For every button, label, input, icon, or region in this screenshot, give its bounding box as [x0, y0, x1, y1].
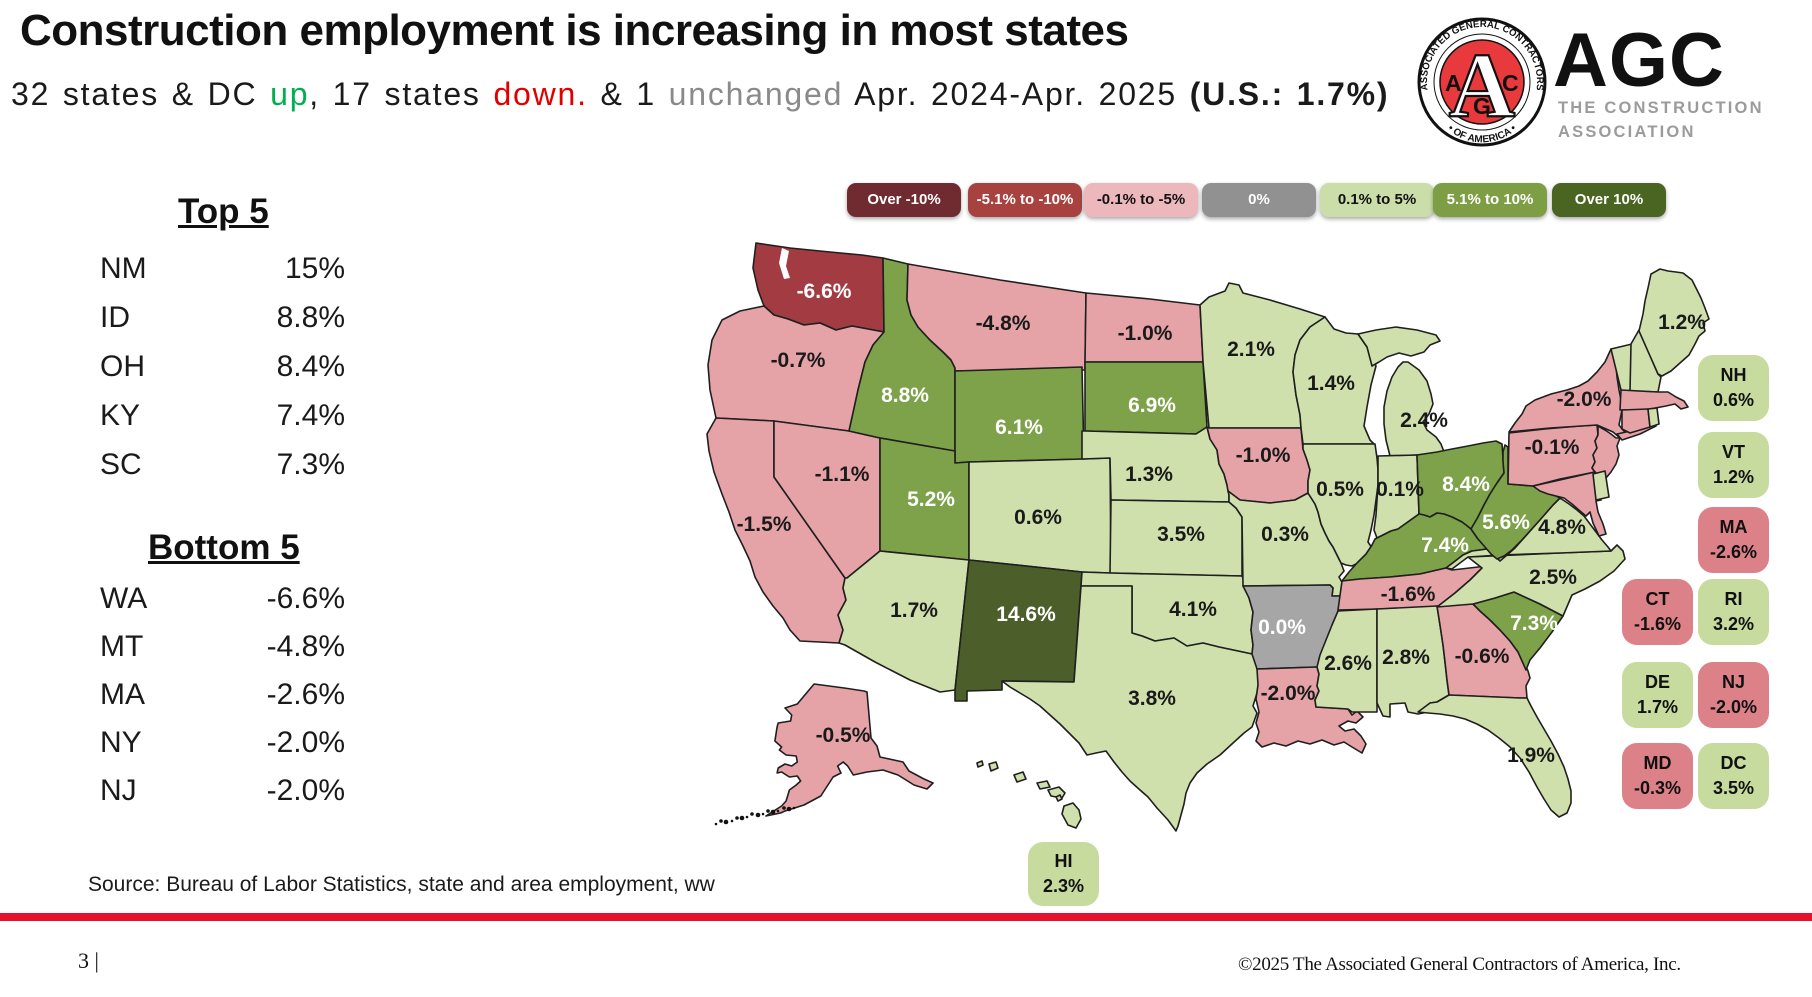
svg-text:8.4%: 8.4% — [1442, 473, 1490, 496]
svg-text:7.3%: 7.3% — [1510, 612, 1558, 635]
svg-text:2.5%: 2.5% — [1529, 566, 1577, 589]
svg-text:4.1%: 4.1% — [1169, 598, 1217, 621]
svg-text:-4.8%: -4.8% — [976, 312, 1031, 335]
svg-text:0.5%: 0.5% — [1316, 478, 1364, 501]
svg-text:1.3%: 1.3% — [1125, 463, 1173, 486]
svg-text:G: G — [1473, 93, 1491, 119]
svg-text:-0.6%: -0.6% — [1455, 645, 1510, 668]
svg-text:1.2%: 1.2% — [1658, 311, 1706, 334]
svg-text:6.1%: 6.1% — [995, 416, 1043, 439]
svg-text:-2.0%: -2.0% — [1557, 388, 1612, 411]
svg-text:-0.1%: -0.1% — [1525, 436, 1580, 459]
svg-text:2.8%: 2.8% — [1382, 646, 1430, 669]
svg-text:C: C — [1502, 70, 1519, 96]
svg-text:0.1%: 0.1% — [1376, 478, 1424, 501]
svg-text:A: A — [1449, 34, 1515, 136]
svg-text:-1.0%: -1.0% — [1118, 322, 1173, 345]
svg-text:ASSOCIATION: ASSOCIATION — [1558, 123, 1696, 141]
svg-text:THE CONSTRUCTION: THE CONSTRUCTION — [1558, 99, 1764, 117]
svg-text:8.8%: 8.8% — [881, 384, 929, 407]
svg-text:-0.5%: -0.5% — [816, 724, 871, 747]
svg-text:0.3%: 0.3% — [1261, 523, 1309, 546]
svg-text:-1.6%: -1.6% — [1381, 583, 1436, 606]
svg-text:7.4%: 7.4% — [1421, 534, 1469, 557]
svg-text:-1.1%: -1.1% — [815, 463, 870, 486]
svg-text:1.7%: 1.7% — [890, 599, 938, 622]
svg-text:-6.6%: -6.6% — [797, 280, 852, 303]
svg-text:2.6%: 2.6% — [1324, 652, 1372, 675]
svg-text:4.8%: 4.8% — [1538, 516, 1586, 539]
svg-text:-1.0%: -1.0% — [1236, 444, 1291, 467]
svg-text:3.8%: 3.8% — [1128, 687, 1176, 710]
svg-text:6.9%: 6.9% — [1128, 394, 1176, 417]
svg-text:-2.0%: -2.0% — [1261, 682, 1316, 705]
svg-text:2.4%: 2.4% — [1400, 409, 1448, 432]
svg-text:A: A — [1445, 70, 1462, 96]
svg-text:AGC: AGC — [1553, 18, 1725, 103]
svg-text:-0.7%: -0.7% — [771, 349, 826, 372]
svg-text:14.6%: 14.6% — [996, 603, 1056, 626]
svg-text:5.6%: 5.6% — [1482, 511, 1530, 534]
svg-text:2.1%: 2.1% — [1227, 338, 1275, 361]
svg-text:1.4%: 1.4% — [1307, 372, 1355, 395]
svg-text:5.2%: 5.2% — [907, 488, 955, 511]
svg-text:-1.5%: -1.5% — [737, 513, 792, 536]
svg-text:1.9%: 1.9% — [1507, 744, 1555, 767]
svg-text:3.5%: 3.5% — [1157, 523, 1205, 546]
svg-text:0.6%: 0.6% — [1014, 506, 1062, 529]
svg-text:0.0%: 0.0% — [1258, 616, 1306, 639]
